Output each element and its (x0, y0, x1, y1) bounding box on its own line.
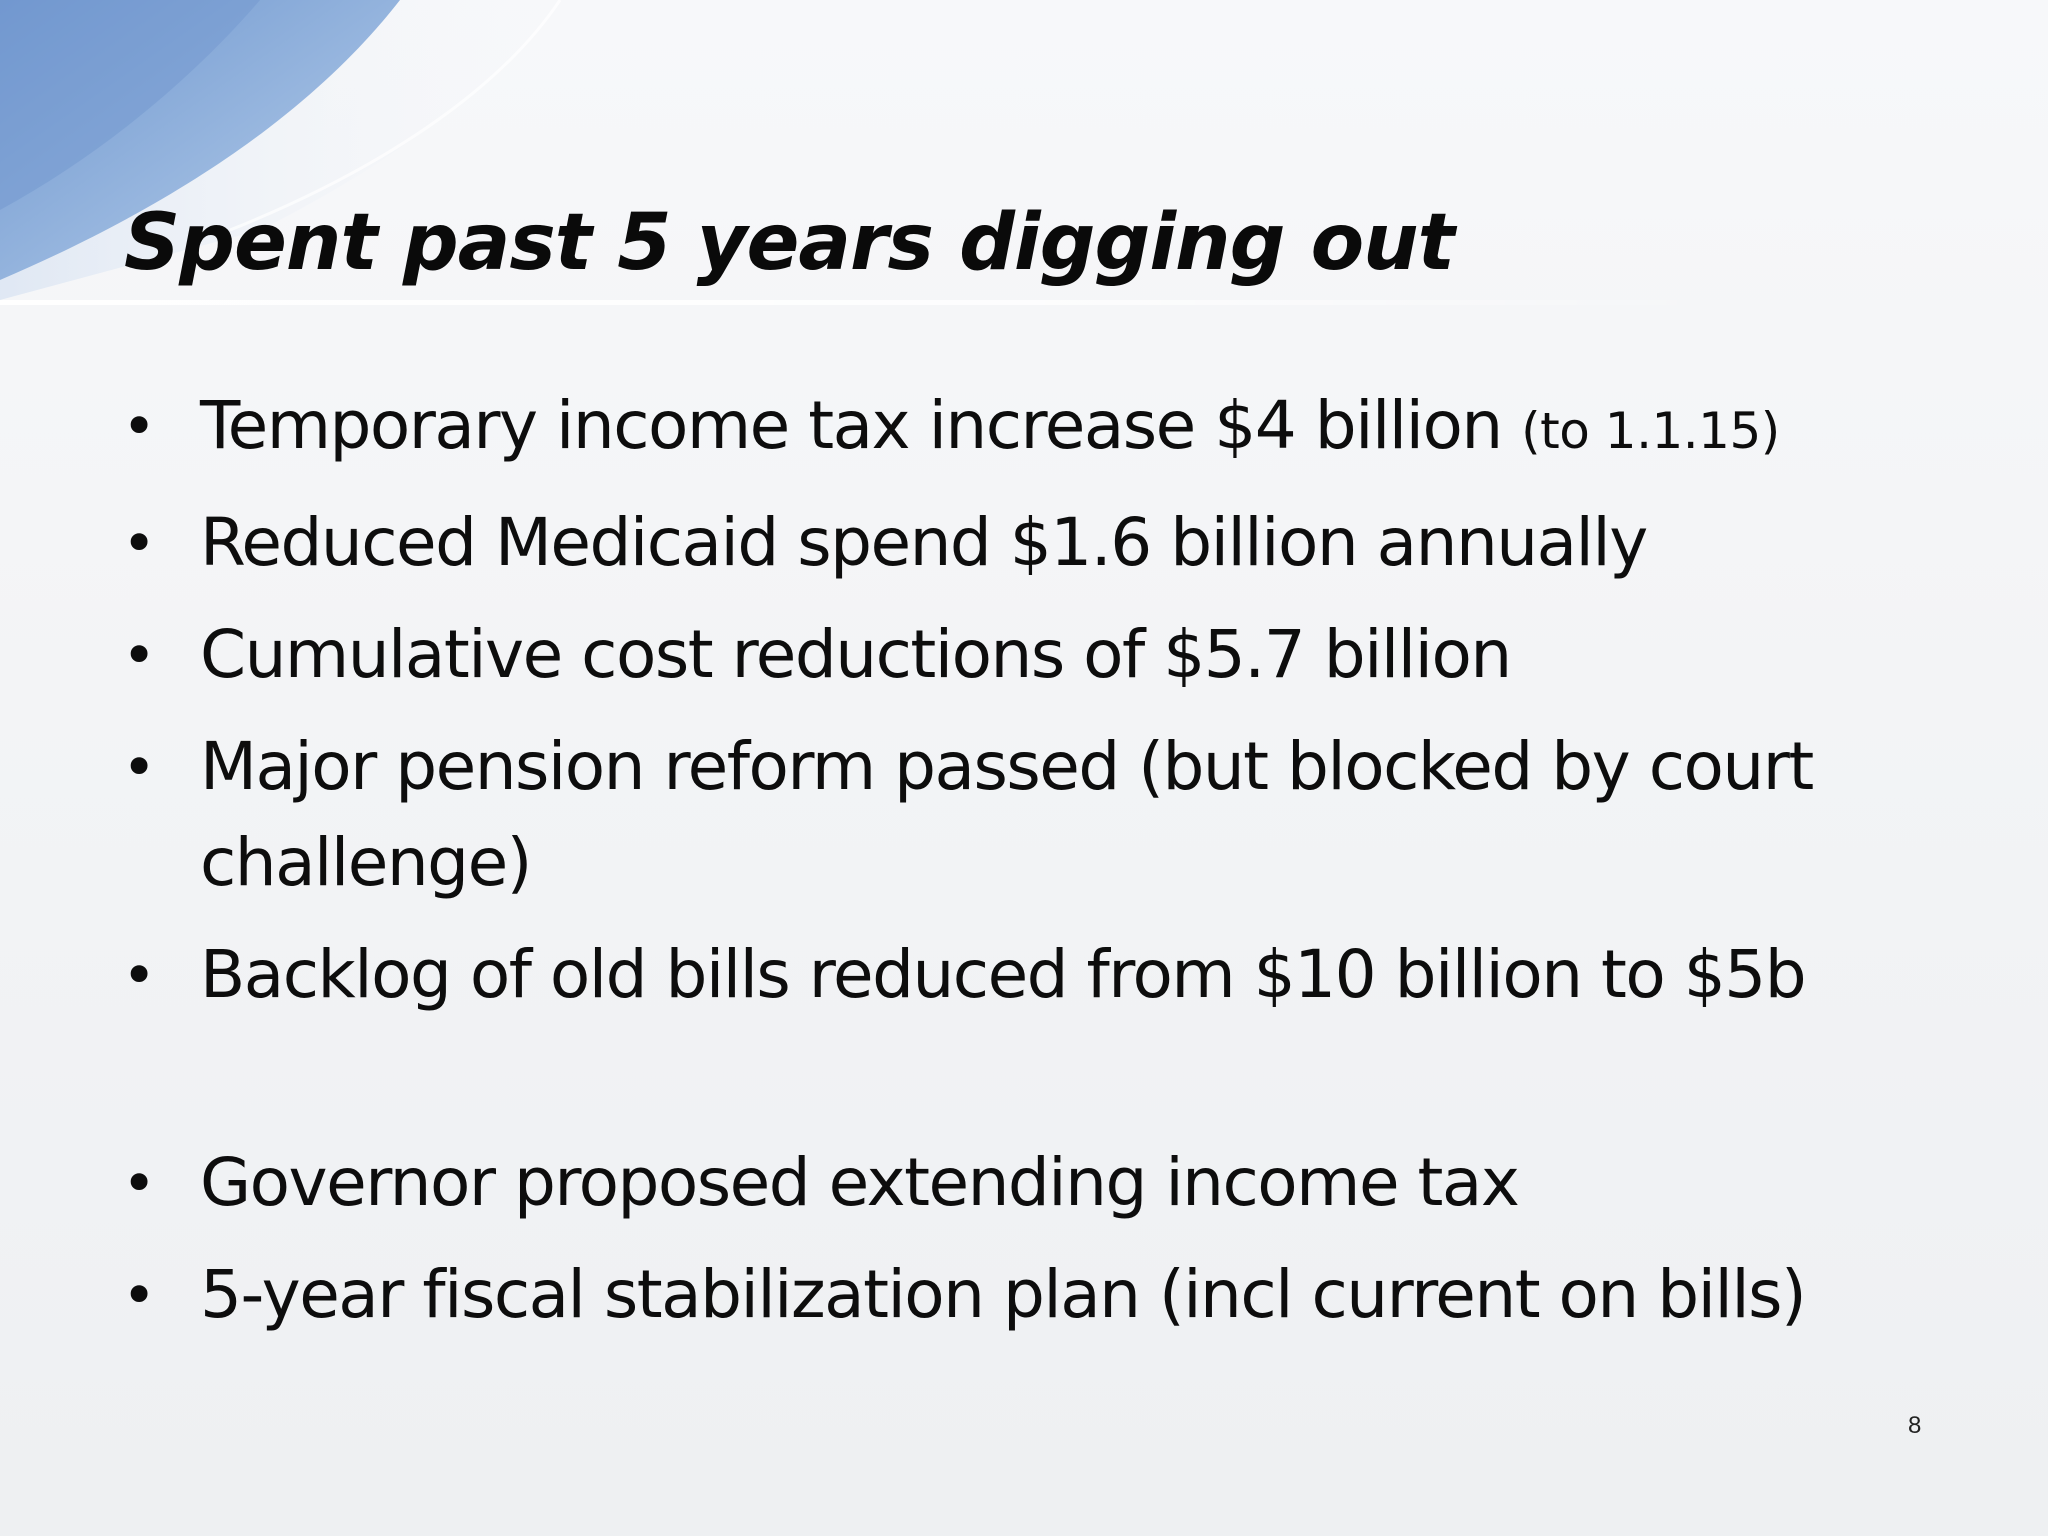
page-number: 8 (1908, 1412, 1922, 1439)
bullet-marker: • (122, 941, 156, 1009)
bullet-marker: • (122, 1149, 156, 1217)
bullet-marker: • (122, 509, 156, 577)
bullet-text: Temporary income tax increase $4 billion (200, 387, 1503, 464)
bullet-marker: • (122, 392, 156, 460)
bullet-text: Backlog of old bills reduced from $10 bi… (200, 936, 1807, 1013)
bullet-marker: • (122, 733, 156, 801)
bullet-marker: • (122, 1261, 156, 1329)
slide-title: Spent past 5 years digging out (124, 198, 1455, 288)
bullet-marker: • (122, 621, 156, 689)
bullet-text: Reduced Medicaid spend $1.6 billion annu… (200, 504, 1648, 581)
bullet-item: • Backlog of old bills reduced from $10 … (122, 927, 1940, 1023)
header-swoosh-decoration (0, 0, 1720, 305)
bullet-text: Governor proposed extending income tax (200, 1144, 1520, 1221)
bullet-list: • Temporary income tax increase $4 billi… (122, 378, 1940, 1359)
bullet-item: • Cumulative cost reductions of $5.7 bil… (122, 607, 1940, 703)
bullet-item: • 5-year fiscal stabilization plan (incl… (122, 1247, 1940, 1343)
bullet-text: Cumulative cost reductions of $5.7 billi… (200, 616, 1512, 693)
bullet-note: (to 1.1.15) (1521, 402, 1780, 460)
bullet-text: 5-year fiscal stabilization plan (incl c… (200, 1256, 1807, 1333)
bullet-item: • Major pension reform passed (but block… (122, 719, 1940, 911)
bullet-item: • Temporary income tax increase $4 billi… (122, 378, 1940, 479)
bullet-item: • Governor proposed extending income tax (122, 1135, 1940, 1231)
bullet-item: • Reduced Medicaid spend $1.6 billion an… (122, 495, 1940, 591)
bullet-text: Major pension reform passed (but blocked… (200, 728, 1814, 901)
